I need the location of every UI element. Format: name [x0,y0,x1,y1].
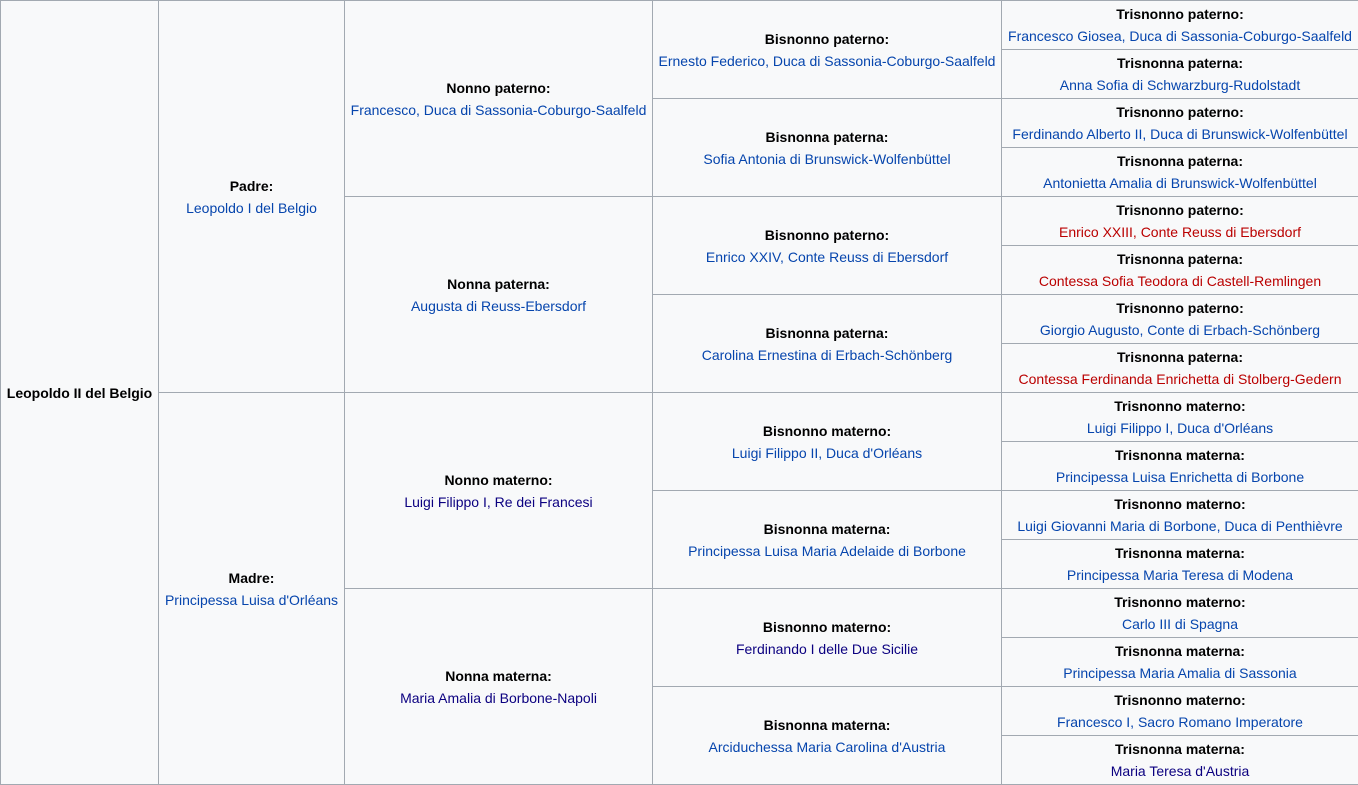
great-great-grandparent-cell: Trisnonna paterna: Antonietta Amalia di … [1001,147,1358,197]
relation-label: Trisnonno paterno: [1116,202,1244,218]
relation-label: Bisnonno materno: [762,422,892,439]
relation-label: Trisnonna materna: [1115,545,1245,561]
great-grandparent-cell: Bisnonno materno: Luigi Filippo II, Duca… [652,392,1002,491]
grandparent-cell: Nonna materna: Maria Amalia di Borbone-N… [344,588,653,785]
great-great-grandparent-cell: Trisnonna materna: Principessa Luisa Enr… [1001,441,1358,491]
relation-label: Bisnonna paterna: [765,324,889,341]
mother-cell: Madre: Principessa Luisa d'Orléans [158,392,345,785]
great-grandparent-link[interactable]: Carolina Ernestina di Erbach-Schönberg [701,346,953,363]
great-grandparent-cell: Bisnonno paterno: Ernesto Federico, Duca… [652,0,1002,99]
relation-label: Bisnonna paterna: [765,128,889,145]
great-grandparent-link[interactable]: Principessa Luisa Maria Adelaide di Borb… [688,542,966,559]
great-great-grandparent-cell: Trisnonna paterna: Contessa Sofia Teodor… [1001,245,1358,295]
great-grandparent-cell: Bisnonna paterna: Carolina Ernestina di … [652,294,1002,393]
great-great-grandparent-cell: Trisnonna paterna: Anna Sofia di Schwarz… [1001,49,1358,99]
relation-label: Madre: [228,569,275,586]
great-great-grandparent-redlink[interactable]: Contessa Sofia Teodora di Castell-Remlin… [1038,273,1322,289]
great-great-grandparent-link[interactable]: Luigi Filippo I, Duca d'Orléans [1086,420,1274,436]
father-link[interactable]: Leopoldo I del Belgio [186,199,317,216]
great-grandparent-link[interactable]: Enrico XXIV, Conte Reuss di Ebersdorf [705,248,949,265]
relation-label: Trisnonno materno: [1114,692,1246,708]
relation-label: Nonno materno: [444,471,553,488]
great-great-grandparent-link[interactable]: Francesco Giosea, Duca di Sassonia-Cobur… [1008,28,1352,44]
relation-label: Bisnonno materno: [762,618,892,635]
relation-label: Trisnonno materno: [1114,496,1246,512]
relation-label: Trisnonna materna: [1115,643,1245,659]
grandparent-link[interactable]: Augusta di Reuss-Ebersdorf [410,297,587,314]
relation-label: Trisnonna paterna: [1116,153,1244,169]
relation-label: Padre: [229,177,274,194]
great-great-grandparent-cell: Trisnonno materno: Francesco I, Sacro Ro… [1001,686,1358,736]
great-grandparent-link[interactable]: Ernesto Federico, Duca di Sassonia-Cobur… [658,52,996,69]
relation-label: Bisnonno paterno: [764,226,890,243]
great-great-grandparent-link[interactable]: Ferdinando Alberto II, Duca di Brunswick… [1012,126,1348,142]
great-great-grandparent-cell: Trisnonno paterno: Enrico XXIII, Conte R… [1001,196,1358,246]
great-great-grandparent-link[interactable]: Anna Sofia di Schwarzburg-Rudolstadt [1059,77,1301,93]
grandparent-cell: Nonna paterna: Augusta di Reuss-Ebersdor… [344,196,653,393]
subject-cell: Leopoldo II del Belgio [0,0,159,785]
great-great-grandparent-cell: Trisnonno paterno: Ferdinando Alberto II… [1001,98,1358,148]
great-grandparent-link[interactable]: Arciduchessa Maria Carolina d'Austria [708,738,946,755]
great-great-grandparent-cell: Trisnonno paterno: Giorgio Augusto, Cont… [1001,294,1358,344]
great-great-grandparent-cell: Trisnonno materno: Luigi Giovanni Maria … [1001,490,1358,540]
great-grandparent-link[interactable]: Sofia Antonia di Brunswick-Wolfenbüttel [703,150,951,167]
relation-label: Bisnonno paterno: [764,30,890,47]
great-grandparent-cell: Bisnonna paterna: Sofia Antonia di Bruns… [652,98,1002,197]
relation-label: Trisnonna paterna: [1116,349,1244,365]
grandparent-cell: Nonno materno: Luigi Filippo I, Re dei F… [344,392,653,589]
great-great-grandparent-cell: Trisnonna paterna: Contessa Ferdinanda E… [1001,343,1358,393]
mother-link[interactable]: Principessa Luisa d'Orléans [164,591,339,608]
great-grandparent-cell: Bisnonna materna: Principessa Luisa Mari… [652,490,1002,589]
relation-label: Trisnonna materna: [1115,741,1245,757]
great-great-grandparent-link[interactable]: Maria Teresa d'Austria [1110,763,1250,779]
relation-label: Trisnonna materna: [1115,447,1245,463]
great-grandparent-cell: Bisnonno materno: Ferdinando I delle Due… [652,588,1002,687]
great-grandparent-cell: Bisnonno paterno: Enrico XXIV, Conte Reu… [652,196,1002,295]
grandparent-cell: Nonno paterno: Francesco, Duca di Sasson… [344,0,653,197]
great-great-grandparent-link[interactable]: Principessa Luisa Enrichetta di Borbone [1055,469,1305,485]
relation-label: Trisnonno paterno: [1116,6,1244,22]
great-great-grandparent-cell: Trisnonno materno: Carlo III di Spagna [1001,588,1358,638]
relation-label: Bisnonna materna: [763,520,891,537]
great-great-grandparent-cell: Trisnonna materna: Principessa Maria Ter… [1001,539,1358,589]
great-great-grandparent-cell: Trisnonno paterno: Francesco Giosea, Duc… [1001,0,1358,50]
relation-label: Bisnonna materna: [763,716,891,733]
grandparent-link[interactable]: Maria Amalia di Borbone-Napoli [400,689,597,706]
great-great-grandparent-link[interactable]: Giorgio Augusto, Conte di Erbach-Schönbe… [1039,322,1321,338]
relation-label: Nonno paterno: [446,79,551,96]
relation-label: Trisnonna paterna: [1116,251,1244,267]
relation-label: Trisnonno paterno: [1116,104,1244,120]
father-cell: Padre: Leopoldo I del Belgio [158,0,345,393]
great-great-grandparent-link[interactable]: Antonietta Amalia di Brunswick-Wolfenbüt… [1043,175,1317,191]
great-great-grandparent-link[interactable]: Luigi Giovanni Maria di Borbone, Duca di… [1017,518,1343,534]
great-great-grandparent-cell: Trisnonna materna: Maria Teresa d'Austri… [1001,735,1358,785]
grandparent-link[interactable]: Francesco, Duca di Sassonia-Coburgo-Saal… [350,101,647,118]
great-grandparent-link[interactable]: Luigi Filippo II, Duca d'Orléans [731,444,923,461]
great-great-grandparent-link[interactable]: Carlo III di Spagna [1122,616,1238,632]
great-great-grandparent-link[interactable]: Principessa Maria Amalia di Sassonia [1063,665,1297,681]
great-grandparent-cell: Bisnonna materna: Arciduchessa Maria Car… [652,686,1002,785]
relation-label: Trisnonna paterna: [1116,55,1244,71]
relation-label: Trisnonno materno: [1114,594,1246,610]
great-great-grandparent-redlink[interactable]: Enrico XXIII, Conte Reuss di Ebersdorf [1059,224,1301,240]
relation-label: Nonna paterna: [447,275,550,292]
great-great-grandparent-redlink[interactable]: Contessa Ferdinanda Enrichetta di Stolbe… [1018,371,1342,387]
grandparent-link[interactable]: Luigi Filippo I, Re dei Francesi [404,493,593,510]
great-great-grandparent-cell: Trisnonna materna: Principessa Maria Ama… [1001,637,1358,687]
great-great-grandparent-link[interactable]: Principessa Maria Teresa di Modena [1066,567,1294,583]
great-great-grandparent-link[interactable]: Francesco I, Sacro Romano Imperatore [1057,714,1303,730]
great-grandparent-link[interactable]: Ferdinando I delle Due Sicilie [735,640,919,657]
relation-label: Nonna materna: [445,667,552,684]
relation-label: Trisnonno paterno: [1116,300,1244,316]
relation-label: Trisnonno materno: [1114,398,1246,414]
subject-name: Leopoldo II del Belgio [6,384,153,401]
great-great-grandparent-cell: Trisnonno materno: Luigi Filippo I, Duca… [1001,392,1358,442]
